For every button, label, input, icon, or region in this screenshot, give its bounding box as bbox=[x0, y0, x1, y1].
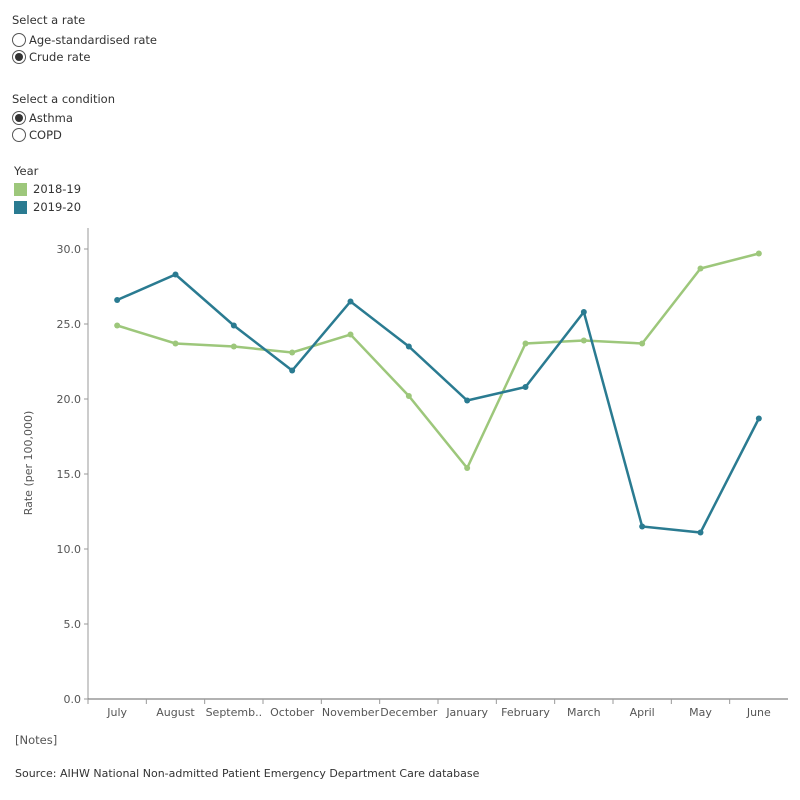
series-2018-19 bbox=[114, 250, 762, 471]
notes-link[interactable]: [Notes] bbox=[15, 733, 58, 747]
radio-label: Asthma bbox=[29, 110, 73, 125]
radio-circle[interactable] bbox=[12, 49, 26, 64]
data-point bbox=[114, 297, 121, 303]
data-point bbox=[172, 271, 179, 278]
y-tick-label: 20.0 bbox=[57, 393, 82, 406]
data-point bbox=[230, 322, 237, 329]
legend-swatch bbox=[14, 200, 27, 214]
radio-label: COPD bbox=[29, 127, 62, 142]
data-point bbox=[347, 298, 354, 305]
legend: Year 2018-19 2019-20 bbox=[14, 164, 81, 216]
data-point bbox=[522, 384, 529, 390]
data-point bbox=[639, 523, 646, 530]
series-2019-20 bbox=[114, 271, 762, 536]
data-point bbox=[580, 309, 587, 315]
x-tick-label: January bbox=[445, 706, 488, 719]
y-tick-label: 0.0 bbox=[64, 693, 82, 706]
data-point bbox=[755, 415, 762, 422]
data-point bbox=[697, 265, 704, 272]
radio-circle[interactable] bbox=[12, 127, 26, 142]
data-point bbox=[639, 340, 646, 347]
legend-swatch bbox=[14, 182, 27, 196]
legend-item-2019-20[interactable]: 2019-20 bbox=[14, 198, 81, 216]
radio-copd[interactable]: COPD bbox=[12, 126, 115, 143]
legend-label: 2019-20 bbox=[33, 200, 82, 214]
radio-age-standardised[interactable]: Age-standardised rate bbox=[12, 31, 157, 48]
x-tick-label: May bbox=[689, 706, 712, 719]
radio-asthma[interactable]: Asthma bbox=[12, 109, 115, 126]
data-point bbox=[347, 331, 354, 338]
data-point bbox=[697, 529, 704, 536]
radio-circle[interactable] bbox=[12, 32, 26, 47]
y-tick-label: 25.0 bbox=[57, 318, 82, 331]
condition-filter: Select a condition Asthma COPD bbox=[12, 92, 115, 143]
series-line bbox=[116, 273, 760, 534]
data-point bbox=[230, 343, 237, 350]
legend-title: Year bbox=[14, 164, 39, 178]
data-point bbox=[755, 250, 762, 257]
legend-label: 2018-19 bbox=[33, 182, 82, 196]
data-point bbox=[464, 397, 471, 404]
x-tick-label: June bbox=[746, 706, 771, 719]
series-line bbox=[116, 252, 760, 471]
data-point bbox=[289, 367, 296, 374]
x-tick-label: February bbox=[501, 706, 550, 719]
radio-label: Age-standardised rate bbox=[29, 32, 157, 47]
y-tick-label: 10.0 bbox=[57, 543, 82, 556]
data-point bbox=[172, 340, 179, 347]
data-point bbox=[464, 465, 471, 471]
data-point bbox=[405, 343, 412, 350]
data-point bbox=[405, 393, 412, 399]
radio-label: Crude rate bbox=[29, 49, 91, 64]
x-tick-label: March bbox=[567, 706, 601, 719]
rate-filter-title: Select a rate bbox=[12, 13, 86, 27]
x-tick-label: July bbox=[106, 706, 127, 719]
radio-crude-rate[interactable]: Crude rate bbox=[12, 48, 157, 65]
data-point bbox=[289, 349, 296, 356]
x-tick-label: October bbox=[270, 706, 314, 719]
data-point bbox=[580, 337, 587, 344]
y-axis-title: Rate (per 100,000) bbox=[22, 411, 35, 516]
radio-circle[interactable] bbox=[12, 110, 26, 125]
legend-item-2018-19[interactable]: 2018-19 bbox=[14, 180, 81, 198]
source-note: Source: AIHW National Non-admitted Patie… bbox=[15, 767, 480, 780]
x-tick-label: April bbox=[630, 706, 655, 719]
y-tick-label: 30.0 bbox=[57, 243, 82, 256]
x-tick-label: November bbox=[322, 706, 380, 719]
line-chart: Rate (per 100,000) 0.0 5.0 10.0 15.0 20.0 25.… bbox=[22, 228, 788, 719]
data-point bbox=[114, 322, 121, 329]
condition-filter-title: Select a condition bbox=[12, 92, 116, 106]
x-tick-label: August bbox=[156, 706, 195, 719]
x-tick-label: Septemb.. bbox=[206, 706, 263, 719]
y-tick-label: 15.0 bbox=[57, 468, 82, 481]
x-tick-label: December bbox=[380, 706, 438, 719]
y-tick-label: 5.0 bbox=[64, 618, 82, 631]
data-point bbox=[522, 340, 529, 347]
rate-filter: Select a rate Age-standardised rate Crud… bbox=[12, 13, 157, 65]
